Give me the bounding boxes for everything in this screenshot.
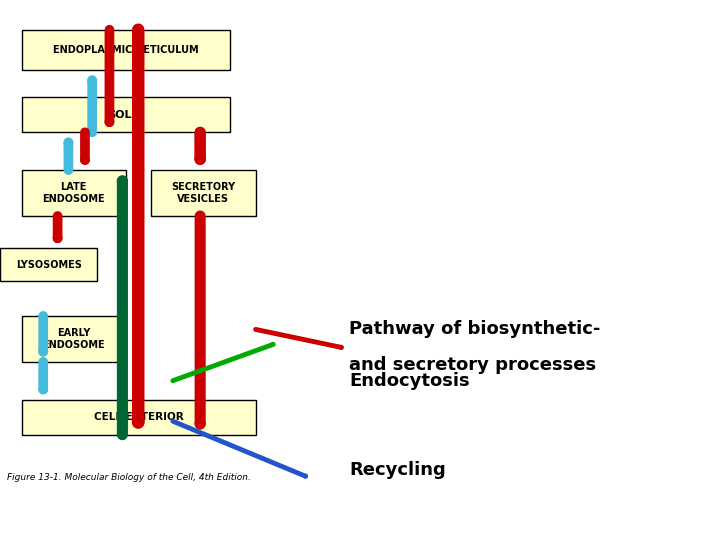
Text: GOLGI: GOLGI	[107, 110, 145, 120]
FancyBboxPatch shape	[22, 97, 230, 132]
FancyBboxPatch shape	[0, 248, 97, 281]
FancyBboxPatch shape	[22, 170, 126, 216]
Text: ENDOPLASMIC RETICULUM: ENDOPLASMIC RETICULUM	[53, 45, 199, 55]
Text: CELL EXTERIOR: CELL EXTERIOR	[94, 412, 184, 422]
Text: Recycling: Recycling	[349, 461, 446, 479]
Text: Pathway of biosynthetic-: Pathway of biosynthetic-	[349, 320, 600, 338]
Text: EARLY
ENDOSOME: EARLY ENDOSOME	[42, 328, 105, 350]
FancyBboxPatch shape	[22, 30, 230, 70]
FancyBboxPatch shape	[151, 170, 256, 216]
Text: Endocytosis: Endocytosis	[349, 372, 470, 390]
FancyBboxPatch shape	[22, 316, 126, 362]
Text: and secretory processes: and secretory processes	[349, 356, 596, 374]
Text: SECRETORY
VESICLES: SECRETORY VESICLES	[171, 182, 235, 204]
Text: Figure 13-1. Molecular Biology of the Cell, 4th Edition.: Figure 13-1. Molecular Biology of the Ce…	[7, 474, 251, 482]
Text: LYSOSOMES: LYSOSOMES	[16, 260, 81, 269]
FancyBboxPatch shape	[22, 400, 256, 435]
Text: LATE
ENDOSOME: LATE ENDOSOME	[42, 182, 105, 204]
